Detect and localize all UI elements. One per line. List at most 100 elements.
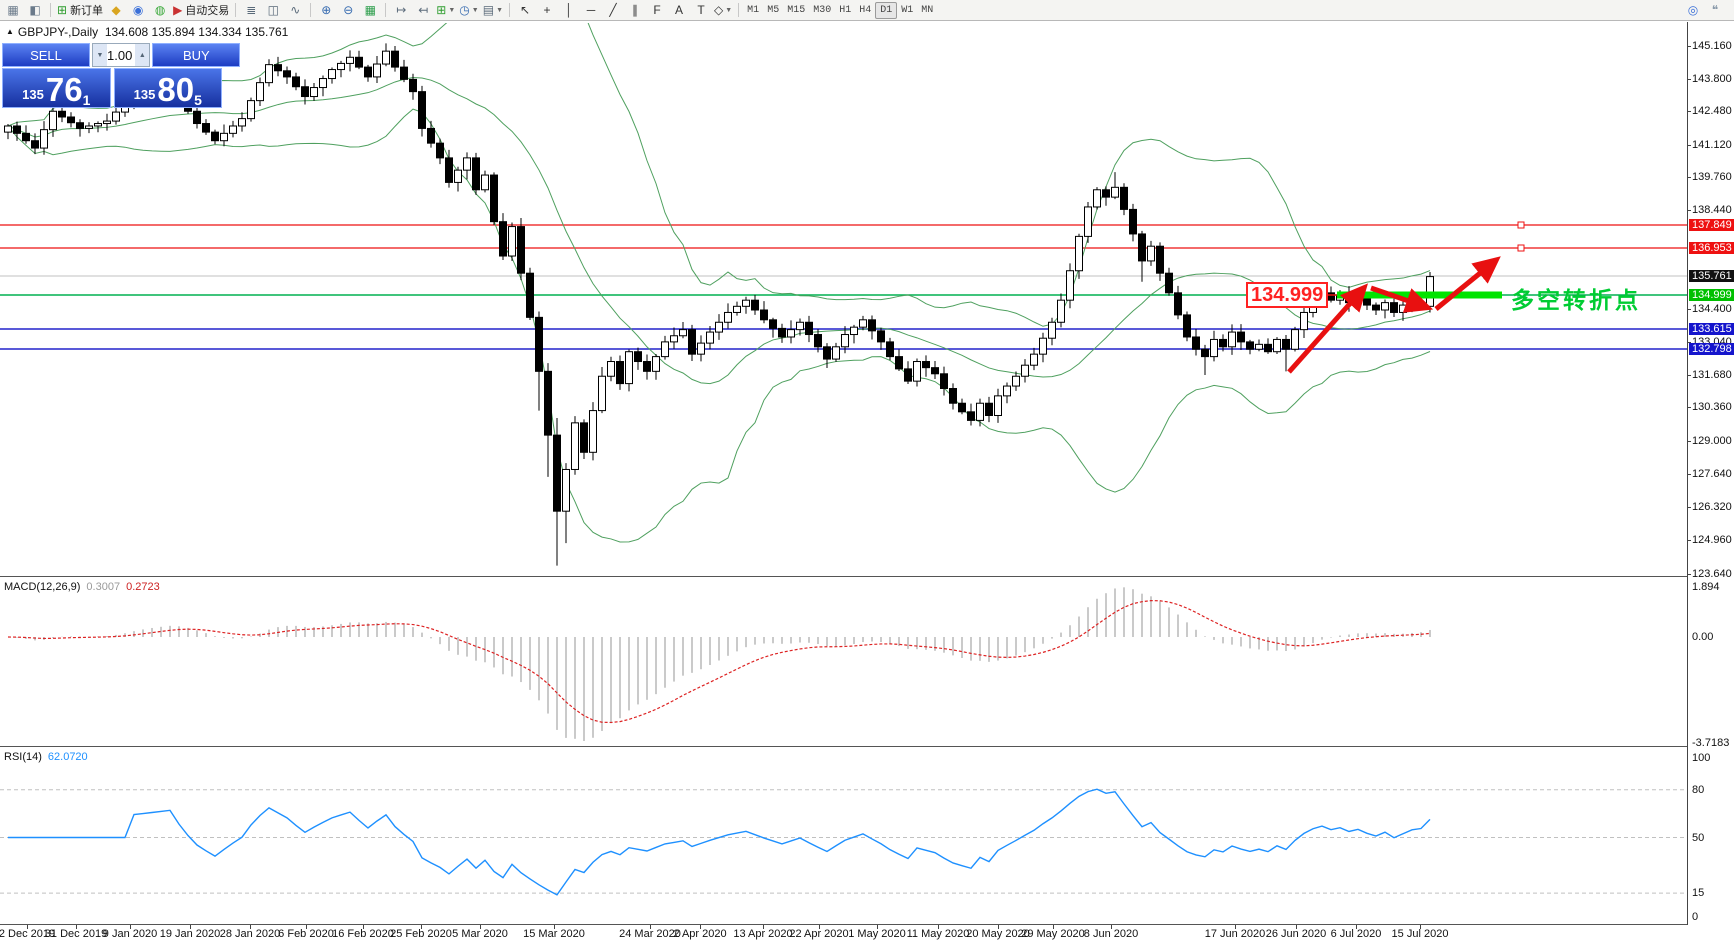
price-level-callout[interactable]: 134.999: [1246, 282, 1329, 308]
zoom-in-button[interactable]: ⊕: [315, 2, 337, 19]
timeframe-w1-button[interactable]: W1: [901, 4, 914, 16]
date-tick: [306, 925, 307, 929]
rsi-scale-label: 100: [1692, 752, 1711, 764]
date-tick: [938, 925, 939, 929]
chart-shift-button[interactable]: ↤: [412, 2, 434, 19]
date-tick: [819, 925, 820, 929]
timeframe-h1-button[interactable]: H1: [839, 4, 852, 16]
arrows-tool[interactable]: ◇ ▼: [712, 2, 734, 19]
text-label-tool[interactable]: T: [690, 2, 712, 19]
date-tick: [130, 925, 131, 929]
new-order-button[interactable]: ⊞ 新订单: [55, 2, 105, 19]
experts-icon[interactable]: ◉: [127, 2, 149, 19]
sell-price-display[interactable]: 135 76 1: [2, 68, 111, 108]
trendline-tool[interactable]: ╱: [602, 2, 624, 19]
price-tick-label: 123.640: [1692, 568, 1732, 580]
price-tick: [1687, 309, 1691, 310]
line-chart-button[interactable]: ∿: [284, 2, 306, 19]
price-level-badge: 136.953: [1689, 242, 1734, 254]
charts-panel-icon-glyph: ▦: [7, 3, 19, 17]
buy-price-sup: 5: [194, 92, 202, 108]
panel-separator[interactable]: [0, 746, 1687, 747]
candles-chart-button[interactable]: ◫: [262, 2, 284, 19]
date-tick: [1420, 925, 1421, 929]
timeframe-m1-button[interactable]: M1: [747, 4, 760, 16]
volume-input[interactable]: 1.00: [107, 47, 133, 63]
bars-chart-button[interactable]: ≣: [240, 2, 262, 19]
add-indicator-button-dropdown-icon[interactable]: ▼: [448, 6, 456, 14]
price-tick: [1687, 441, 1691, 442]
date-tick-label: 20 May 2020: [966, 928, 1030, 940]
sell-button[interactable]: SELL: [2, 43, 90, 67]
timeframe-m30-button[interactable]: M30: [813, 4, 832, 16]
profiles-icon[interactable]: ◧: [24, 2, 46, 19]
price-tick-label: 134.400: [1692, 303, 1732, 315]
date-tick-label: 13 Apr 2020: [733, 928, 793, 940]
date-tick: [1296, 925, 1297, 929]
charts-panel-icon[interactable]: ▦: [2, 2, 24, 19]
price-chart-panel[interactable]: [0, 22, 1687, 576]
horizontal-line-tool[interactable]: ─: [580, 2, 602, 19]
arrows-tool-dropdown-icon[interactable]: ▼: [725, 6, 733, 14]
timeframe-h4-button[interactable]: H4: [859, 4, 872, 16]
timeframe-mn-button[interactable]: MN: [921, 4, 934, 16]
buy-price-display[interactable]: 135 80 5: [113, 68, 222, 108]
periods-glyph: ◷: [459, 3, 470, 17]
turning-point-note[interactable]: 多空转折点: [1511, 287, 1641, 313]
templates-button[interactable]: ▤ ▼: [481, 2, 505, 19]
date-tick-label: 1 May 2020: [848, 928, 906, 940]
date-tick: [250, 925, 251, 929]
volume-stepper: ▼ 1.00 ▲: [92, 43, 151, 67]
panel-separator[interactable]: [0, 576, 1687, 577]
date-tick-label: 11 May 2020: [906, 928, 970, 940]
tile-windows-button[interactable]: ▦: [359, 2, 381, 19]
toolbar-separator: [235, 3, 237, 17]
cursor-tool[interactable]: ↖: [514, 2, 536, 19]
crosshair-tool[interactable]: +: [536, 2, 558, 19]
periods-button[interactable]: ◷ ▼: [457, 2, 480, 19]
auto-trading-button-label: 自动交易: [185, 5, 230, 17]
rsi-panel[interactable]: [0, 748, 1687, 924]
search-icon[interactable]: ◎: [1682, 2, 1704, 19]
rsi-name: RSI(14): [4, 751, 42, 763]
text-tool[interactable]: A: [668, 2, 690, 19]
bars-chart-glyph: ≣: [246, 3, 257, 17]
zoom-out-button[interactable]: ⊖: [337, 2, 359, 19]
periods-button-dropdown-icon[interactable]: ▼: [471, 6, 479, 14]
templates-glyph: ▤: [482, 3, 495, 17]
price-tick-label: 142.480: [1692, 105, 1732, 117]
auto-trading-button[interactable]: ▶ 自动交易: [171, 2, 231, 19]
templates-button-dropdown-icon[interactable]: ▼: [496, 6, 503, 14]
timeframe-m5-button[interactable]: M5: [767, 4, 780, 16]
timeframe-m15-button[interactable]: M15: [787, 4, 806, 16]
chart-ohlc-values: 134.608 135.894 134.334 135.761: [104, 25, 289, 39]
fibonacci-tool[interactable]: F: [646, 2, 668, 19]
price-tick: [1687, 474, 1691, 475]
new-order-glyph: ⊞: [57, 3, 68, 17]
price-tick: [1687, 177, 1691, 178]
buy-price-big: 80: [157, 71, 195, 108]
auto-scroll-button[interactable]: ↦: [390, 2, 412, 19]
arrows-glyph: ◇: [714, 3, 724, 17]
price-tick-label: 127.640: [1692, 468, 1732, 480]
macd-panel[interactable]: [0, 578, 1687, 745]
price-tick-label: 124.960: [1692, 534, 1732, 546]
history-center-icon[interactable]: ◆: [105, 2, 127, 19]
volume-increase-button[interactable]: ▲: [135, 44, 150, 66]
vertical-line-tool[interactable]: │: [558, 2, 580, 19]
rsi-value: 62.0720: [47, 751, 88, 763]
signals-icon[interactable]: ◍: [149, 2, 171, 19]
add-indicator-button[interactable]: ⊞ ▼: [434, 2, 457, 19]
date-tick: [76, 925, 77, 929]
macd-scale-label: -3.7183: [1692, 737, 1730, 749]
buy-button[interactable]: BUY: [152, 43, 241, 67]
date-tick-label: 2 Dec 2019: [0, 928, 56, 940]
date-tick-label: 29 May 2020: [1021, 928, 1085, 940]
date-tick: [650, 925, 651, 929]
price-tick-label: 139.760: [1692, 171, 1732, 183]
rsi-label: RSI(14) 62.0720: [4, 751, 88, 763]
chat-icon[interactable]: ❝: [1704, 2, 1726, 19]
channel-tool[interactable]: ∥: [624, 2, 646, 19]
timeframe-d1-button[interactable]: D1: [875, 1, 898, 19]
volume-decrease-button[interactable]: ▼: [93, 44, 107, 66]
